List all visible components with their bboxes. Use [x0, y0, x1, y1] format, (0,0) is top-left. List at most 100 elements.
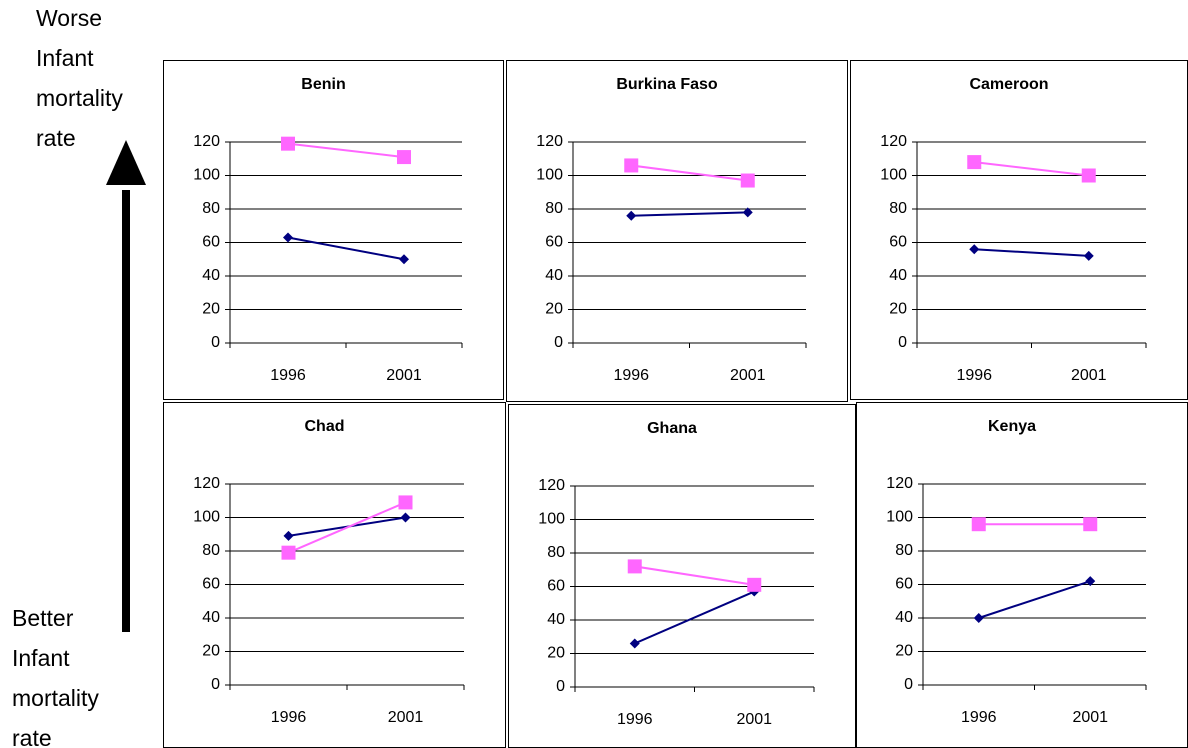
- chart-title: Benin: [301, 76, 345, 93]
- point: [398, 495, 413, 510]
- panel-border: [163, 60, 504, 400]
- x-tick-label: 2001: [1071, 367, 1107, 384]
- series-line: [288, 501, 406, 554]
- y-tick-label: 20: [545, 301, 563, 318]
- series-line: [631, 164, 748, 182]
- arrow-head: [106, 140, 146, 185]
- y-tick-label: 60: [889, 234, 907, 251]
- y-tick-label: 120: [193, 475, 220, 492]
- series-line: [287, 142, 405, 159]
- point: [281, 545, 296, 560]
- annotation: Worse: [36, 5, 102, 31]
- y-tick-label: 40: [889, 267, 907, 284]
- y-tick-label: 40: [545, 267, 563, 284]
- x-tick-label: 1996: [271, 709, 307, 726]
- y-tick-label: 120: [886, 475, 913, 492]
- x-tick-label: 1996: [961, 709, 997, 726]
- point: [967, 155, 982, 170]
- point: [742, 207, 753, 218]
- y-tick-label: 20: [889, 301, 907, 318]
- y-tick-label: 0: [556, 678, 565, 695]
- point: [624, 158, 639, 173]
- point: [1083, 250, 1094, 261]
- point: [626, 210, 637, 221]
- point: [971, 517, 986, 532]
- y-tick-label: 0: [904, 676, 913, 693]
- series-line: [634, 565, 755, 586]
- series-line: [978, 580, 1091, 619]
- x-tick-label: 2001: [388, 709, 424, 726]
- y-tick-label: 0: [211, 676, 220, 693]
- point: [629, 638, 640, 649]
- point: [400, 512, 411, 523]
- y-tick-label: 60: [202, 576, 220, 593]
- y-tick-label: 20: [202, 643, 220, 660]
- y-tick-label: 0: [211, 334, 220, 351]
- annotation: Better: [12, 605, 74, 631]
- annotation: rate: [36, 125, 76, 151]
- series-line: [974, 161, 1089, 177]
- point: [1081, 168, 1096, 183]
- x-tick-label: 1996: [613, 367, 649, 384]
- point: [627, 559, 642, 574]
- y-tick-label: 120: [536, 133, 563, 150]
- x-tick-label: 1996: [270, 367, 306, 384]
- chart-title: Burkina Faso: [616, 76, 718, 93]
- y-tick-label: 100: [193, 509, 220, 526]
- x-tick-label: 2001: [730, 367, 766, 384]
- series-line: [287, 236, 405, 261]
- point: [1083, 517, 1098, 532]
- point: [969, 244, 980, 255]
- y-tick-label: 20: [202, 301, 220, 318]
- point: [283, 232, 293, 243]
- point: [740, 173, 755, 188]
- annotation: rate: [12, 725, 52, 748]
- y-tick-label: 120: [193, 133, 220, 150]
- y-tick-label: 0: [554, 334, 563, 351]
- y-tick-label: 40: [895, 609, 913, 626]
- y-tick-label: 40: [202, 267, 220, 284]
- panel-border: [506, 60, 848, 402]
- chart-title: Kenya: [988, 418, 1036, 435]
- series-line: [974, 248, 1089, 257]
- chart-title: Ghana: [647, 420, 697, 437]
- y-tick-label: 80: [202, 200, 220, 217]
- y-tick-label: 100: [193, 167, 220, 184]
- y-tick-label: 40: [202, 609, 220, 626]
- annotation: mortality: [12, 685, 99, 711]
- x-tick-label: 2001: [386, 367, 422, 384]
- y-tick-label: 100: [536, 167, 563, 184]
- y-tick-label: 100: [880, 167, 907, 184]
- y-tick-label: 120: [538, 477, 565, 494]
- y-tick-label: 20: [895, 643, 913, 660]
- y-tick-label: 80: [547, 544, 565, 561]
- y-tick-label: 80: [889, 200, 907, 217]
- x-tick-label: 1996: [617, 711, 653, 728]
- point: [973, 613, 984, 623]
- series-line: [634, 590, 755, 645]
- point: [399, 254, 409, 265]
- annotation: Infant: [12, 645, 70, 671]
- point: [283, 530, 294, 541]
- y-tick-label: 60: [545, 234, 563, 251]
- y-tick-label: 80: [545, 200, 563, 217]
- x-tick-label: 1996: [956, 367, 992, 384]
- y-tick-label: 80: [895, 542, 913, 559]
- point: [397, 150, 411, 165]
- panel-border: [508, 404, 856, 748]
- annotation: Infant: [36, 45, 94, 71]
- y-tick-label: 60: [547, 578, 565, 595]
- y-tick-label: 120: [880, 133, 907, 150]
- y-tick-label: 40: [547, 611, 565, 628]
- x-tick-label: 2001: [736, 711, 772, 728]
- annotation: mortality: [36, 85, 123, 111]
- y-tick-label: 100: [538, 511, 565, 528]
- y-tick-label: 60: [202, 234, 220, 251]
- y-tick-label: 100: [886, 509, 913, 526]
- y-tick-label: 20: [547, 645, 565, 662]
- point: [281, 136, 295, 151]
- chart-title: Cameroon: [969, 76, 1048, 93]
- y-tick-label: 80: [202, 542, 220, 559]
